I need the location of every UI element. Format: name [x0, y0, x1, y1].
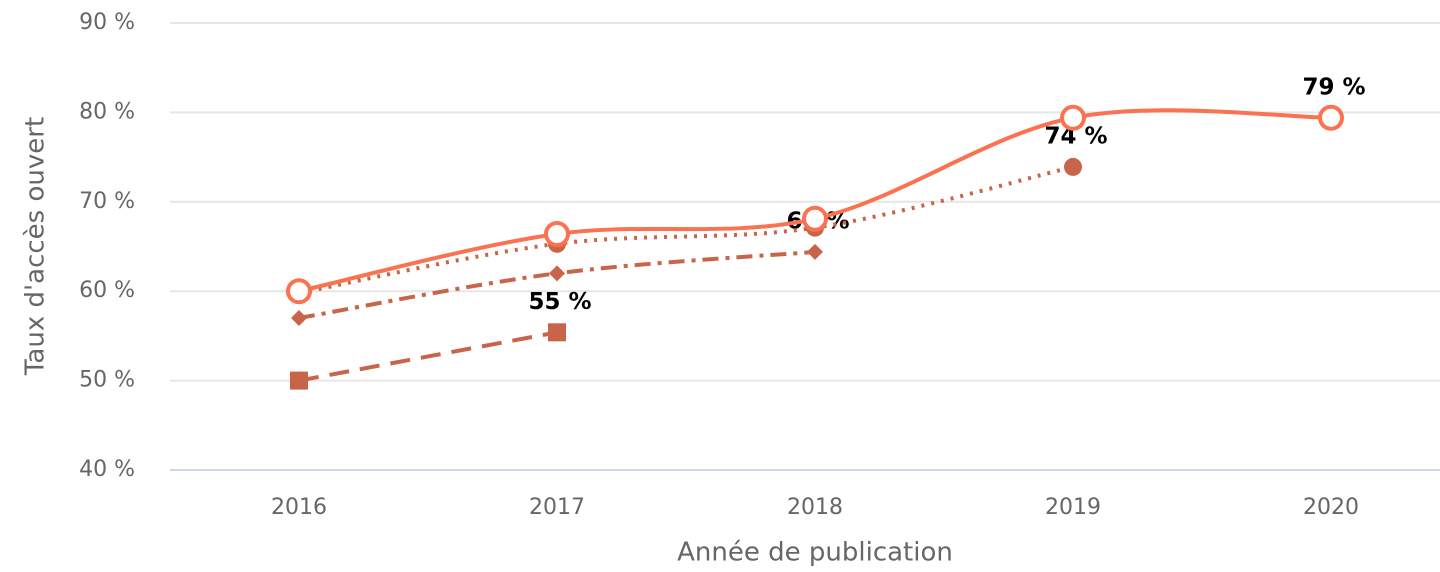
- x-tick-label: 2017: [529, 495, 585, 520]
- x-tick-label: 2020: [1303, 495, 1359, 520]
- marker: [548, 323, 566, 342]
- marker: [291, 310, 307, 327]
- marker: [1318, 104, 1344, 131]
- marker: [802, 205, 828, 232]
- series-line: [298, 330, 558, 383]
- marker: [1064, 157, 1082, 176]
- y-tick-label: 80 %: [79, 99, 135, 124]
- y-tick-label: 90 %: [79, 10, 135, 35]
- x-tick-label: 2016: [271, 495, 327, 520]
- data-label: 79 %: [1302, 74, 1365, 100]
- y-tick-label: 50 %: [79, 368, 135, 393]
- x-axis-title: Année de publication: [677, 538, 953, 568]
- series-line: [298, 164, 1074, 295]
- data-label: 55 %: [528, 289, 591, 315]
- x-tick-label: 2018: [787, 495, 843, 520]
- marker: [286, 278, 312, 305]
- x-tick-label: 2019: [1045, 495, 1101, 520]
- marker: [544, 220, 570, 247]
- marker: [549, 265, 565, 282]
- y-tick-label: 40 %: [79, 457, 135, 482]
- y-tick-label: 60 %: [79, 278, 135, 303]
- marker: [1060, 104, 1086, 131]
- marker: [290, 371, 308, 390]
- y-tick-label: 70 %: [79, 189, 135, 214]
- marker: [807, 243, 823, 260]
- series-line: [298, 108, 1332, 294]
- y-axis-title: Taux d'accès ouvert: [21, 117, 51, 376]
